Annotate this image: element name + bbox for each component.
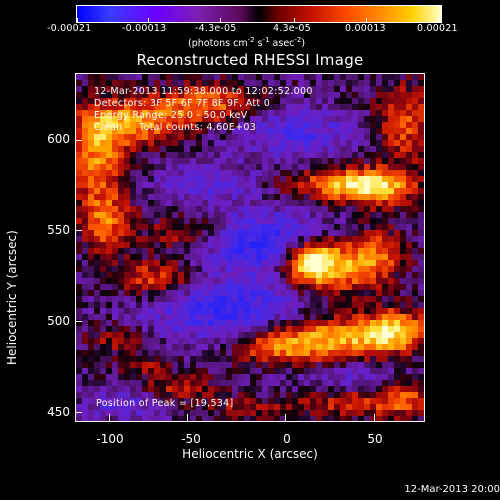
x-tick-label: -100 (96, 432, 124, 446)
colorbar-tick (77, 18, 78, 22)
y-tick-label: 600 (47, 132, 70, 146)
y-tick (75, 140, 82, 141)
y-tick (75, 230, 82, 231)
colorbar-label: 0.00021 (417, 23, 458, 34)
timestamp: 12-Mar-2013 20:00 (404, 484, 500, 495)
x-tick (374, 414, 375, 421)
y-tick-label: 550 (47, 223, 70, 237)
y-tick (75, 321, 82, 322)
y-axis-label: Heliocentric Y (arcsec) (5, 230, 19, 365)
rhessi-image-map (76, 74, 424, 421)
colorbar-label: -4.3e-05 (195, 23, 237, 34)
info-energy-range: Energy Range: 25.0 - 50.0 keV (94, 110, 248, 121)
plot-title: Reconstructed RHESSI Image (136, 51, 364, 69)
colorbar-label: 0.00013 (345, 23, 386, 34)
info-detectors: Detectors: 3F 5F 6F 7F 8F 9F, Att 0 (94, 98, 271, 109)
info-time-range: 12-Mar-2013 11:59:38.000 to 12:02:52.000 (94, 86, 313, 97)
info-clean-counts: Clean Total counts: 4.60E+03 (94, 122, 257, 133)
x-tick (109, 414, 110, 421)
colorbar-tick (294, 18, 295, 22)
x-tick-label: 0 (283, 432, 291, 446)
colorbar-tick (148, 18, 149, 22)
x-tick (187, 414, 188, 421)
y-tick (75, 412, 82, 413)
x-tick-label: -50 (181, 432, 201, 446)
colorbar-label: -0.00021 (47, 23, 92, 34)
colorbar-units: (photons cm-2 s-1 asec-2) (188, 36, 306, 50)
colorbar-label: -0.00013 (122, 23, 167, 34)
peak-position: Position of Peak = [19,534] (96, 398, 234, 409)
y-tick-label: 500 (47, 314, 70, 328)
x-tick (285, 414, 286, 421)
image-plot: 12-Mar-2013 11:59:38.000 to 12:02:52.000… (75, 73, 425, 422)
y-tick-label: 450 (47, 405, 70, 419)
x-tick-label: 50 (367, 432, 383, 446)
colorbar-label: 4.3e-05 (273, 23, 311, 34)
colorbar-tick (366, 18, 367, 22)
x-axis-label: Heliocentric X (arcsec) (182, 447, 318, 461)
colorbar-tick (220, 18, 221, 22)
colorbar-tick (439, 18, 440, 22)
colorbar (76, 5, 442, 23)
